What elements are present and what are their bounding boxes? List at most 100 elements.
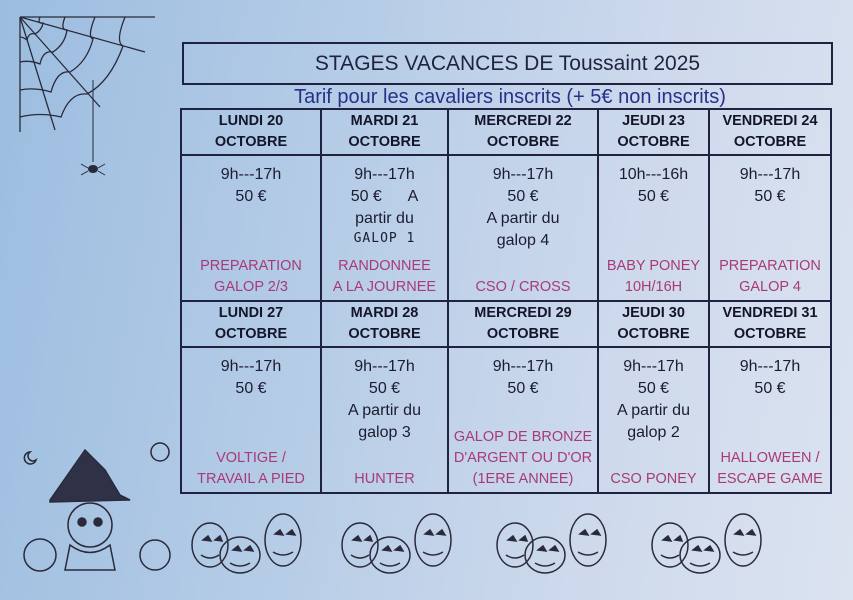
day-cell-content: 9h---17h 50 € HALLOWEEN / ESCAPE GAME xyxy=(712,356,828,490)
hours: 9h---17h xyxy=(492,358,554,375)
activity-line: A LA JOURNEE xyxy=(332,279,437,295)
month-name: OCTOBRE xyxy=(486,134,560,150)
day-cell: 9h---17h 50 € A partir du galop 3 HUNTER xyxy=(320,346,449,494)
hours: 9h---17h xyxy=(739,166,801,183)
day-name: MARDI 28 xyxy=(350,305,419,321)
month-name: OCTOBRE xyxy=(617,134,690,150)
month-name: OCTOBRE xyxy=(617,326,690,342)
day-cell: 9h---17h 50 € GALOP DE BRONZE D'ARGENT OU D… xyxy=(447,346,599,494)
activity-line: (1ERE ANNEE) xyxy=(472,471,574,487)
price: 50 € xyxy=(754,380,786,397)
month-name: OCTOBRE xyxy=(214,134,288,150)
handwritten-note: GALOP 1 xyxy=(353,231,416,246)
activity-line: PREPARATION xyxy=(719,258,821,274)
unicorn-witch-icon xyxy=(23,442,171,572)
pricing-subtitle: Tarif pour les cavaliers inscrits (+ 5€ … xyxy=(294,86,726,108)
spider-icon xyxy=(80,80,106,176)
month-name: OCTOBRE xyxy=(733,326,807,342)
day-name: MERCREDI 29 xyxy=(474,305,572,321)
activity: PREPARATION GALOP 2/3 xyxy=(184,252,318,298)
month-name: OCTOBRE xyxy=(486,326,560,342)
day-cell: 9h---17h 50 € VOLTIGE / TRAVAIL A PIED xyxy=(180,346,322,494)
activity: GALOP DE BRONZE D'ARGENT OU D'OR (1ERE ANN… xyxy=(451,423,595,490)
price: 50 € A xyxy=(350,188,419,205)
activity-line: HALLOWEEN / xyxy=(720,450,820,466)
day-cell: 9h---17h 50 € A partir du GALOP 1 RANDONNEE A… xyxy=(320,154,449,302)
price: 50 € xyxy=(637,188,670,205)
hours: 9h---17h xyxy=(739,358,801,375)
level-requirement-galop: galop 2 xyxy=(627,424,680,441)
month-name: OCTOBRE xyxy=(348,326,421,342)
level-requirement-galop: galop 4 xyxy=(496,232,550,249)
day-name: LUNDI 27 xyxy=(218,305,284,321)
day-name: MERCREDI 22 xyxy=(474,113,572,129)
spider-web-icon xyxy=(19,16,155,132)
day-cell: 9h---17h 50 € A partir du galop 4 CSO / CROS… xyxy=(447,154,599,302)
day-cell-content: 10h---16h 50 € BABY PONEY 10H/16H xyxy=(601,164,706,298)
month-name: OCTOBRE xyxy=(348,134,421,150)
day-header: MARDI 28 OCTOBRE xyxy=(320,300,449,348)
price: 50 € xyxy=(368,380,401,397)
activity-line: VOLTIGE / xyxy=(216,450,286,466)
day-header: MERCREDI 22 OCTOBRE xyxy=(447,108,599,156)
hours: 10h---16h xyxy=(618,166,689,183)
activity: PREPARATION GALOP 4 xyxy=(712,252,828,298)
day-details-row: 9h---17h 50 € VOLTIGE / TRAVAIL A PIED 9h---… xyxy=(180,346,832,494)
level-requirement: A partir du xyxy=(617,402,690,419)
day-header: LUNDI 20 OCTOBRE xyxy=(180,108,322,156)
activity-line: CSO / CROSS xyxy=(475,279,571,295)
activity-line: PREPARATION xyxy=(200,258,302,274)
activity-line: 10H/16H xyxy=(624,279,683,295)
day-name: MARDI 21 xyxy=(350,113,419,129)
day-cell: 9h---17h 50 € PREPARATION GALOP 2/3 xyxy=(180,154,322,302)
day-cell: 9h---17h 50 € PREPARATION GALOP 4 xyxy=(708,154,832,302)
level-requirement: partir du xyxy=(355,210,414,227)
activity-line: BABY PONEY xyxy=(606,258,701,274)
activity-line: TRAVAIL A PIED xyxy=(197,471,305,487)
schedule-table: LUNDI 20 OCTOBRE MARDI 21 OCTOBRE MERCREDI 2… xyxy=(180,108,832,494)
activity: HUNTER xyxy=(324,465,445,490)
activity-line: ESCAPE GAME xyxy=(717,471,823,487)
level-requirement: A partir du xyxy=(486,210,560,227)
activity: HALLOWEEN / ESCAPE GAME xyxy=(712,444,828,490)
day-name: VENDREDI 31 xyxy=(722,305,818,321)
day-cell-content: 9h---17h 50 € A partir du GALOP 1 RANDONNEE A… xyxy=(324,164,445,298)
day-header-row: LUNDI 20 OCTOBRE MARDI 21 OCTOBRE MERCREDI 2… xyxy=(180,108,832,156)
activity-line: GALOP 4 xyxy=(739,279,801,295)
activity-line: GALOP 2/3 xyxy=(214,279,288,295)
activity: VOLTIGE / TRAVAIL A PIED xyxy=(184,444,318,490)
day-header-row: LUNDI 27 OCTOBRE MARDI 28 OCTOBRE MERCREDI 2… xyxy=(180,300,832,348)
day-header: LUNDI 27 OCTOBRE xyxy=(180,300,322,348)
hours: 9h---17h xyxy=(623,358,684,375)
day-header: VENDREDI 31 OCTOBRE xyxy=(708,300,832,348)
level-requirement: A partir du xyxy=(348,402,421,419)
activity: CSO PONEY xyxy=(601,465,706,490)
day-header: VENDREDI 24 OCTOBRE xyxy=(708,108,832,156)
day-header: JEUDI 30 OCTOBRE xyxy=(597,300,710,348)
price: 50 € xyxy=(754,188,786,205)
hours: 9h---17h xyxy=(492,166,554,183)
activity: CSO / CROSS xyxy=(451,273,595,298)
day-name: JEUDI 30 xyxy=(622,305,685,321)
activity: RANDONNEE A LA JOURNEE xyxy=(324,252,445,298)
day-cell: 9h---17h 50 € A partir du galop 2 CSO PONEY xyxy=(597,346,710,494)
activity: BABY PONEY 10H/16H xyxy=(601,252,706,298)
day-details-row: 9h---17h 50 € PREPARATION GALOP 2/3 9h---17h… xyxy=(180,154,832,302)
day-name: VENDREDI 24 xyxy=(722,113,818,129)
day-cell-content: 9h---17h 50 € A partir du galop 2 CSO PONEY xyxy=(601,356,706,490)
hours: 9h---17h xyxy=(220,166,282,183)
month-name: OCTOBRE xyxy=(733,134,807,150)
hours: 9h---17h xyxy=(354,166,415,183)
month-name: OCTOBRE xyxy=(214,326,288,342)
level-requirement-galop: galop 3 xyxy=(358,424,411,441)
hours: 9h---17h xyxy=(220,358,282,375)
activity-line: HUNTER xyxy=(354,471,415,487)
day-header: MARDI 21 OCTOBRE xyxy=(320,108,449,156)
day-cell-content: 9h---17h 50 € A partir du galop 4 CSO / CROS… xyxy=(451,164,595,298)
day-cell-content: 9h---17h 50 € PREPARATION GALOP 2/3 xyxy=(184,164,318,298)
pumpkin-icon xyxy=(191,513,762,574)
day-name: JEUDI 23 xyxy=(622,113,685,129)
day-cell-content: 9h---17h 50 € VOLTIGE / TRAVAIL A PIED xyxy=(184,356,318,490)
day-cell-content: 9h---17h 50 € GALOP DE BRONZE D'ARGENT OU D… xyxy=(451,356,595,490)
page-title: STAGES VACANCES DE Toussaint 2025 xyxy=(182,42,833,85)
